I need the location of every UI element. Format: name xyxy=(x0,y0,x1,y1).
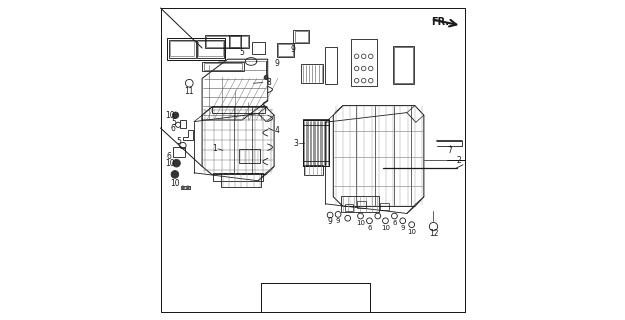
Text: 7: 7 xyxy=(448,146,452,155)
Bar xyxy=(303,161,329,166)
Bar xyxy=(212,106,264,113)
Text: 12: 12 xyxy=(429,229,438,238)
Bar xyxy=(324,47,337,84)
Bar xyxy=(277,43,294,57)
Bar xyxy=(351,39,377,86)
Text: FR.: FR. xyxy=(431,17,449,28)
Text: 10: 10 xyxy=(408,229,416,235)
Text: 3: 3 xyxy=(293,139,298,148)
Bar xyxy=(204,63,242,70)
Text: 6: 6 xyxy=(392,220,397,226)
Text: 10: 10 xyxy=(165,111,175,120)
Bar xyxy=(293,30,309,43)
Text: 1: 1 xyxy=(213,144,218,153)
Bar xyxy=(394,47,413,83)
Circle shape xyxy=(173,159,181,167)
Text: 10: 10 xyxy=(356,220,365,226)
Text: 5: 5 xyxy=(176,137,181,146)
Bar xyxy=(213,173,263,181)
Text: 10: 10 xyxy=(170,179,180,188)
Circle shape xyxy=(186,186,189,189)
Bar xyxy=(341,196,379,212)
Text: 9: 9 xyxy=(336,219,341,224)
Text: 9: 9 xyxy=(328,217,332,226)
Bar xyxy=(239,149,260,163)
Circle shape xyxy=(171,171,179,178)
Text: 11: 11 xyxy=(184,87,194,96)
Text: 4: 4 xyxy=(275,126,280,135)
Bar xyxy=(252,42,264,54)
Circle shape xyxy=(264,76,268,79)
Bar xyxy=(202,62,244,71)
Bar xyxy=(205,35,241,48)
Text: 8: 8 xyxy=(267,78,272,87)
Bar xyxy=(304,165,322,175)
Bar xyxy=(197,40,224,58)
Text: 2: 2 xyxy=(457,156,461,164)
Bar xyxy=(229,35,249,48)
Bar xyxy=(303,119,329,125)
Bar xyxy=(294,31,308,42)
Bar xyxy=(303,120,329,166)
Text: 6: 6 xyxy=(368,225,372,231)
Bar xyxy=(301,64,323,83)
Text: 6: 6 xyxy=(167,152,172,161)
Text: 5: 5 xyxy=(171,118,176,127)
Bar xyxy=(168,38,225,60)
Circle shape xyxy=(181,186,184,189)
Text: 9: 9 xyxy=(291,45,296,54)
Text: 6: 6 xyxy=(171,124,176,132)
Text: 10: 10 xyxy=(165,159,175,168)
Bar xyxy=(198,41,222,56)
Text: 5: 5 xyxy=(239,48,244,57)
Bar xyxy=(170,41,194,56)
Text: 9: 9 xyxy=(274,59,279,68)
Circle shape xyxy=(173,112,179,118)
Bar xyxy=(392,46,414,84)
Bar xyxy=(221,173,261,187)
Bar xyxy=(278,44,293,56)
Bar xyxy=(230,36,248,47)
Bar xyxy=(169,40,196,58)
Bar xyxy=(206,36,239,47)
Text: 9: 9 xyxy=(401,225,405,231)
Text: 10: 10 xyxy=(381,225,390,231)
